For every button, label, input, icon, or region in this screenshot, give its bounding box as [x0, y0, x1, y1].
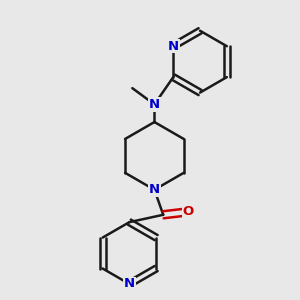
- Text: N: N: [168, 40, 179, 53]
- Text: O: O: [183, 205, 194, 218]
- Text: N: N: [124, 278, 135, 290]
- Text: N: N: [149, 183, 160, 196]
- Text: N: N: [149, 98, 160, 111]
